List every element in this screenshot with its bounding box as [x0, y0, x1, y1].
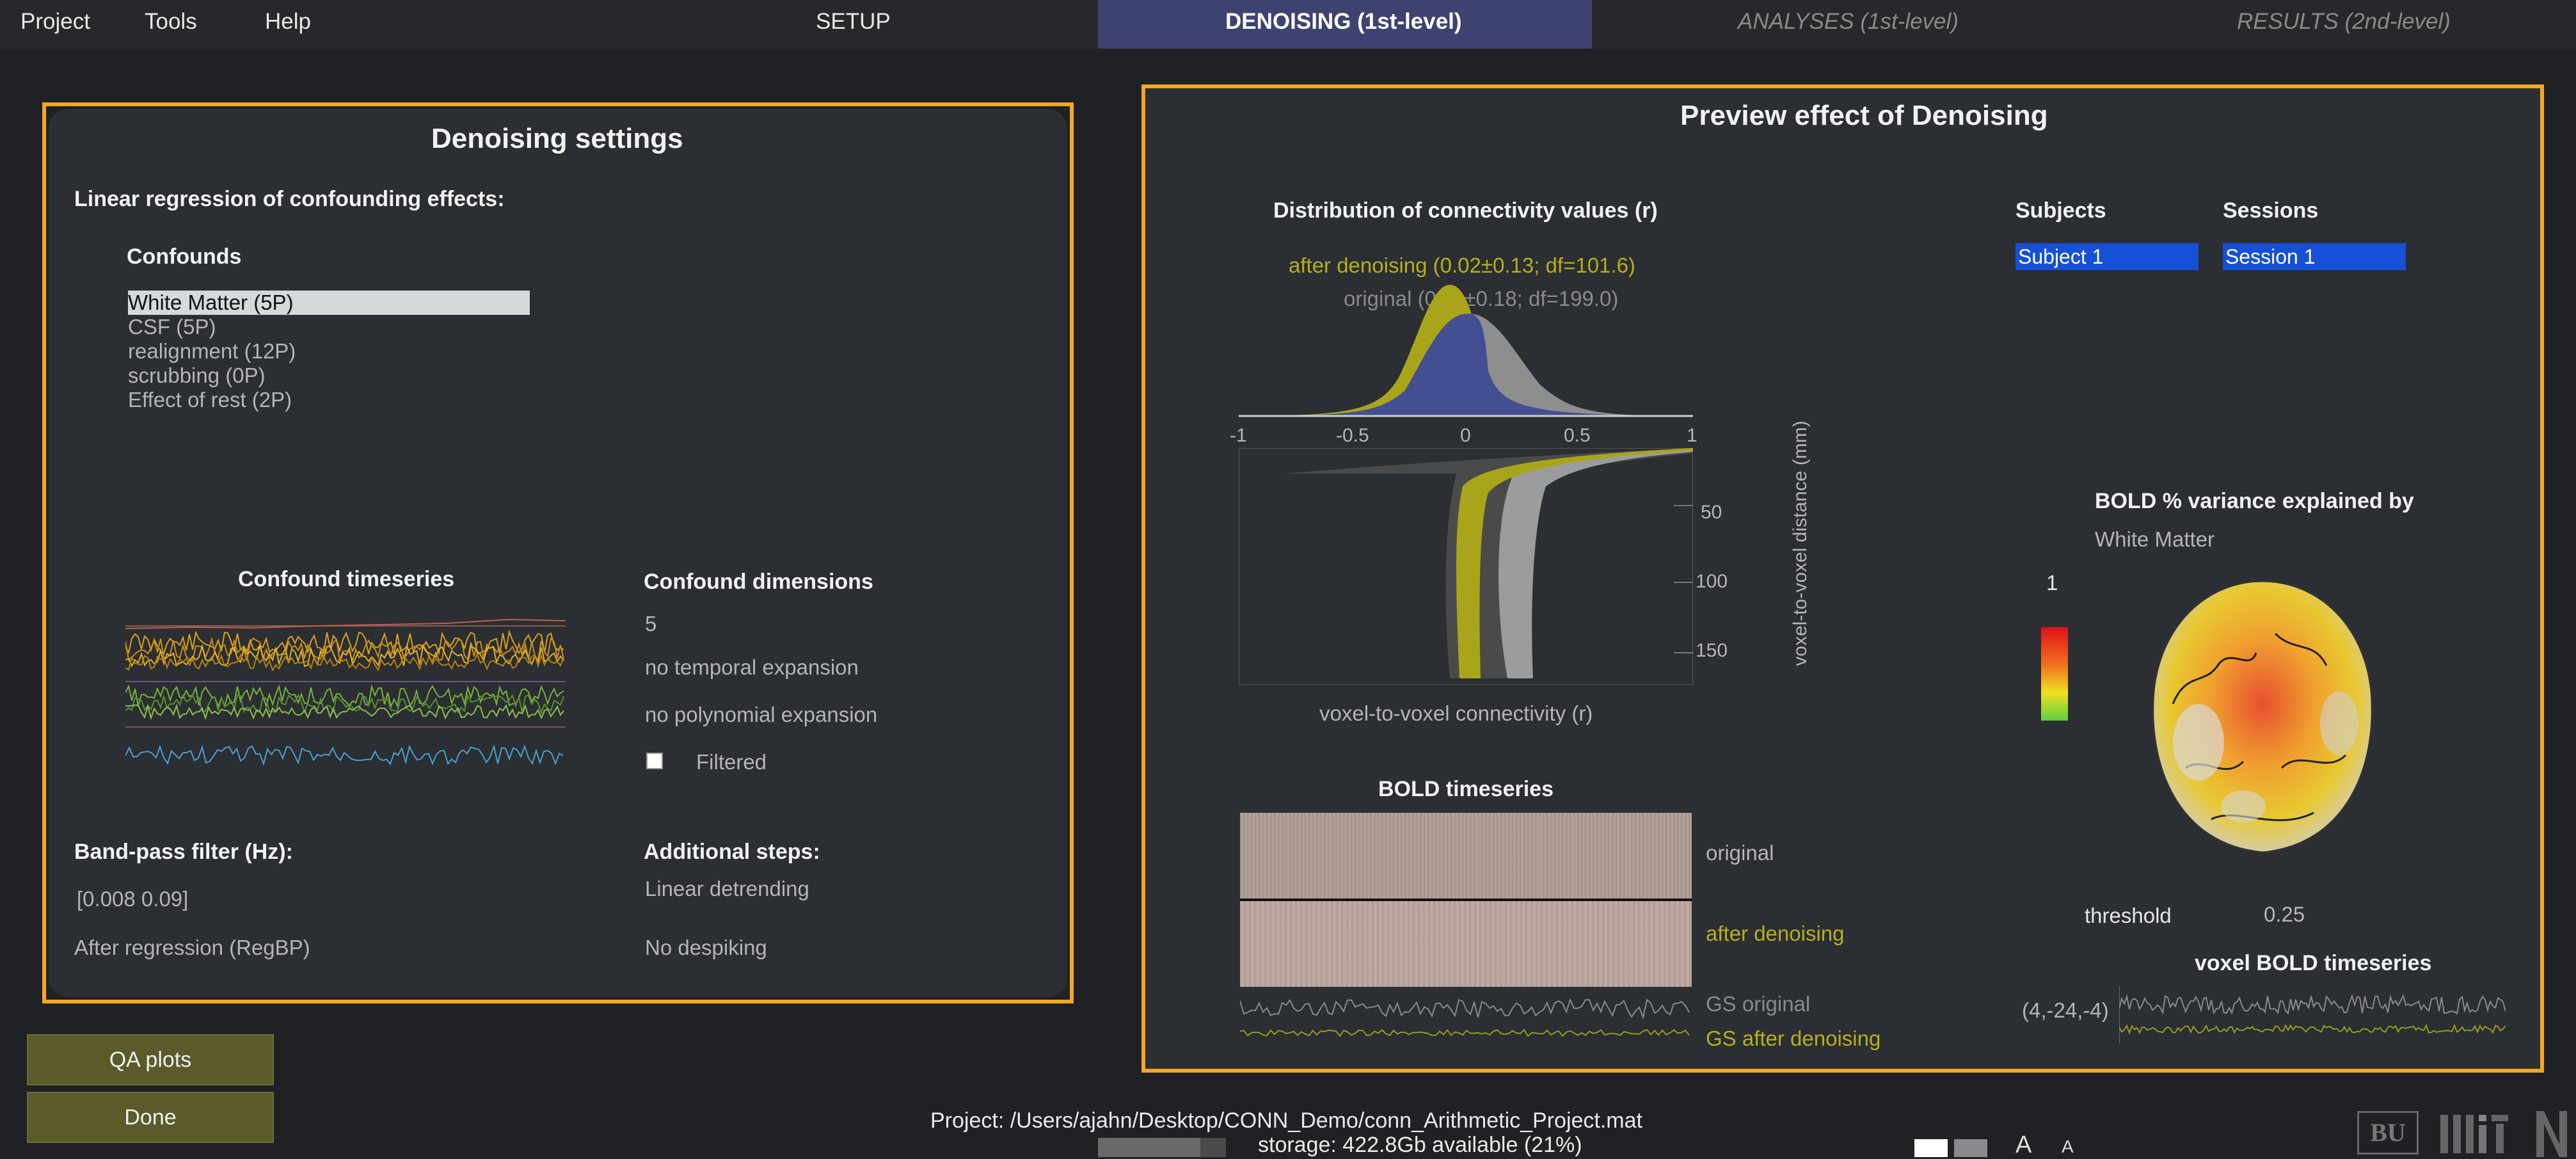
theme-light-button[interactable]: [1914, 1139, 1948, 1157]
bandpass-label: Band-pass filter (Hz):: [74, 840, 293, 864]
voxel-timeseries-title: voxel BOLD timeseries: [2195, 951, 2432, 975]
regression-label: Linear regression of confounding effects…: [74, 187, 505, 211]
additional-steps-label: Additional steps:: [644, 840, 820, 864]
confound-item[interactable]: scrubbing (0P): [128, 364, 266, 387]
filtered-checkbox[interactable]: [646, 753, 663, 769]
y-tick: 150: [1696, 640, 1728, 661]
confounds-list[interactable]: White Matter (5P) CSF (5P) realignment (…: [128, 291, 530, 412]
variance-title: BOLD % variance explained by: [2095, 489, 2414, 513]
done-button[interactable]: Done: [27, 1092, 274, 1143]
confound-item[interactable]: realignment (12P): [128, 339, 296, 363]
x-tick: 1: [1687, 425, 1697, 446]
confound-item[interactable]: CSF (5P): [128, 315, 216, 339]
x-tick: 0: [1460, 425, 1471, 446]
confound-timeseries-plot: [125, 618, 566, 766]
connectivity-distance-plot: [1239, 448, 1693, 685]
nitrc-logo: [2536, 1111, 2567, 1157]
bold-original-image: [1240, 813, 1692, 899]
denoising-settings-panel: [42, 102, 1074, 1003]
filtered-label: Filtered: [696, 750, 767, 774]
x-tick: -0.5: [1336, 425, 1369, 446]
confound-item[interactable]: White Matter (5P): [128, 291, 530, 315]
sessions-label: Sessions: [2223, 198, 2319, 223]
preview-panel: [1141, 84, 2544, 1073]
distribution-title: Distribution of connectivity values (r): [1273, 198, 1658, 223]
bold-after-label: after denoising: [1706, 922, 1845, 945]
settings-title: Denoising settings: [431, 123, 683, 154]
temporal-expansion-select[interactable]: no temporal expansion: [645, 655, 859, 679]
bu-logo: BU: [2357, 1111, 2419, 1155]
storage-text: storage: 422.8Gb available (21%): [1258, 1133, 1582, 1157]
variance-subtitle: White Matter: [2095, 527, 2215, 551]
x-tick: -1: [1230, 425, 1247, 446]
bold-original-label: original: [1706, 841, 1774, 865]
session-select[interactable]: Session 1: [2223, 243, 2406, 270]
distribution-curves: [1239, 285, 1693, 417]
gs-after-label: GS after denoising: [1706, 1027, 1881, 1050]
confounds-label: Confounds: [127, 244, 242, 269]
y-tick: 100: [1696, 571, 1728, 592]
y-tick: 50: [1701, 502, 1722, 523]
detrending-select[interactable]: Linear detrending: [645, 877, 809, 900]
colorbar-max: 1: [2046, 571, 2058, 595]
menu-project[interactable]: Project: [20, 9, 90, 34]
colorbar: [2041, 627, 2068, 721]
bold-timeseries-title: BOLD timeseries: [1378, 777, 1554, 801]
bandpass-input[interactable]: [0.008 0.09]: [77, 887, 189, 911]
bold-after-image: [1240, 901, 1692, 987]
mit-logo: [2440, 1115, 2508, 1153]
gs-timeseries-plot: [1240, 998, 1690, 1037]
tab-analyses[interactable]: ANALYSES (1st-level): [1738, 9, 1959, 34]
original-legend: original (0.11±0.18; df=199.0): [1344, 287, 1619, 310]
brain-variance-map[interactable]: [2147, 576, 2378, 858]
font-increase-button[interactable]: A: [2015, 1131, 2032, 1158]
tab-results[interactable]: RESULTS (2nd-level): [2237, 9, 2451, 34]
theme-gray-button[interactable]: [1954, 1139, 1987, 1157]
gs-original-label: GS original: [1706, 992, 1811, 1016]
preview-title: Preview effect of Denoising: [1680, 100, 2048, 131]
denoising-settings-inner: [49, 109, 1067, 997]
bold-divider: [1240, 899, 1692, 901]
tab-denoising-bg[interactable]: [1098, 0, 1592, 49]
menu-tools[interactable]: Tools: [145, 9, 197, 34]
confound-timeseries-label: Confound timeseries: [238, 567, 455, 591]
y-axis-label: voxel-to-voxel distance (mm): [1790, 420, 1811, 666]
voxel-coordinate: (4,-24,-4): [2022, 998, 2109, 1022]
confound-dimensions-label: Confound dimensions: [644, 570, 873, 594]
subject-select[interactable]: Subject 1: [2015, 243, 2198, 270]
threshold-input[interactable]: 0.25: [2264, 902, 2305, 926]
qa-plots-button[interactable]: QA plots: [27, 1034, 274, 1085]
project-path: Project: /Users/ajahn/Desktop/CONN_Demo/…: [930, 1108, 1642, 1133]
x-axis-label: voxel-to-voxel connectivity (r): [1319, 701, 1593, 725]
font-decrease-button[interactable]: A: [2062, 1137, 2074, 1156]
confound-dimensions-value[interactable]: 5: [645, 612, 657, 635]
confound-item[interactable]: Effect of rest (2P): [128, 388, 292, 412]
subjects-label: Subjects: [2015, 198, 2106, 223]
after-denoising-legend: after denoising (0.02±0.13; df=101.6): [1289, 253, 1635, 277]
tab-denoising[interactable]: DENOISING (1st-level): [1225, 9, 1462, 34]
despiking-select[interactable]: No despiking: [645, 936, 767, 959]
storage-bar-free: [1200, 1138, 1226, 1157]
threshold-label: threshold: [2085, 904, 2172, 927]
voxel-timeseries-plot: [2119, 986, 2506, 1043]
tab-setup[interactable]: SETUP: [816, 9, 891, 34]
polynomial-expansion-select[interactable]: no polynomial expansion: [645, 703, 878, 726]
x-tick: 0.5: [1564, 425, 1591, 446]
after-regression-select[interactable]: After regression (RegBP): [74, 936, 310, 959]
menu-help[interactable]: Help: [265, 9, 311, 34]
